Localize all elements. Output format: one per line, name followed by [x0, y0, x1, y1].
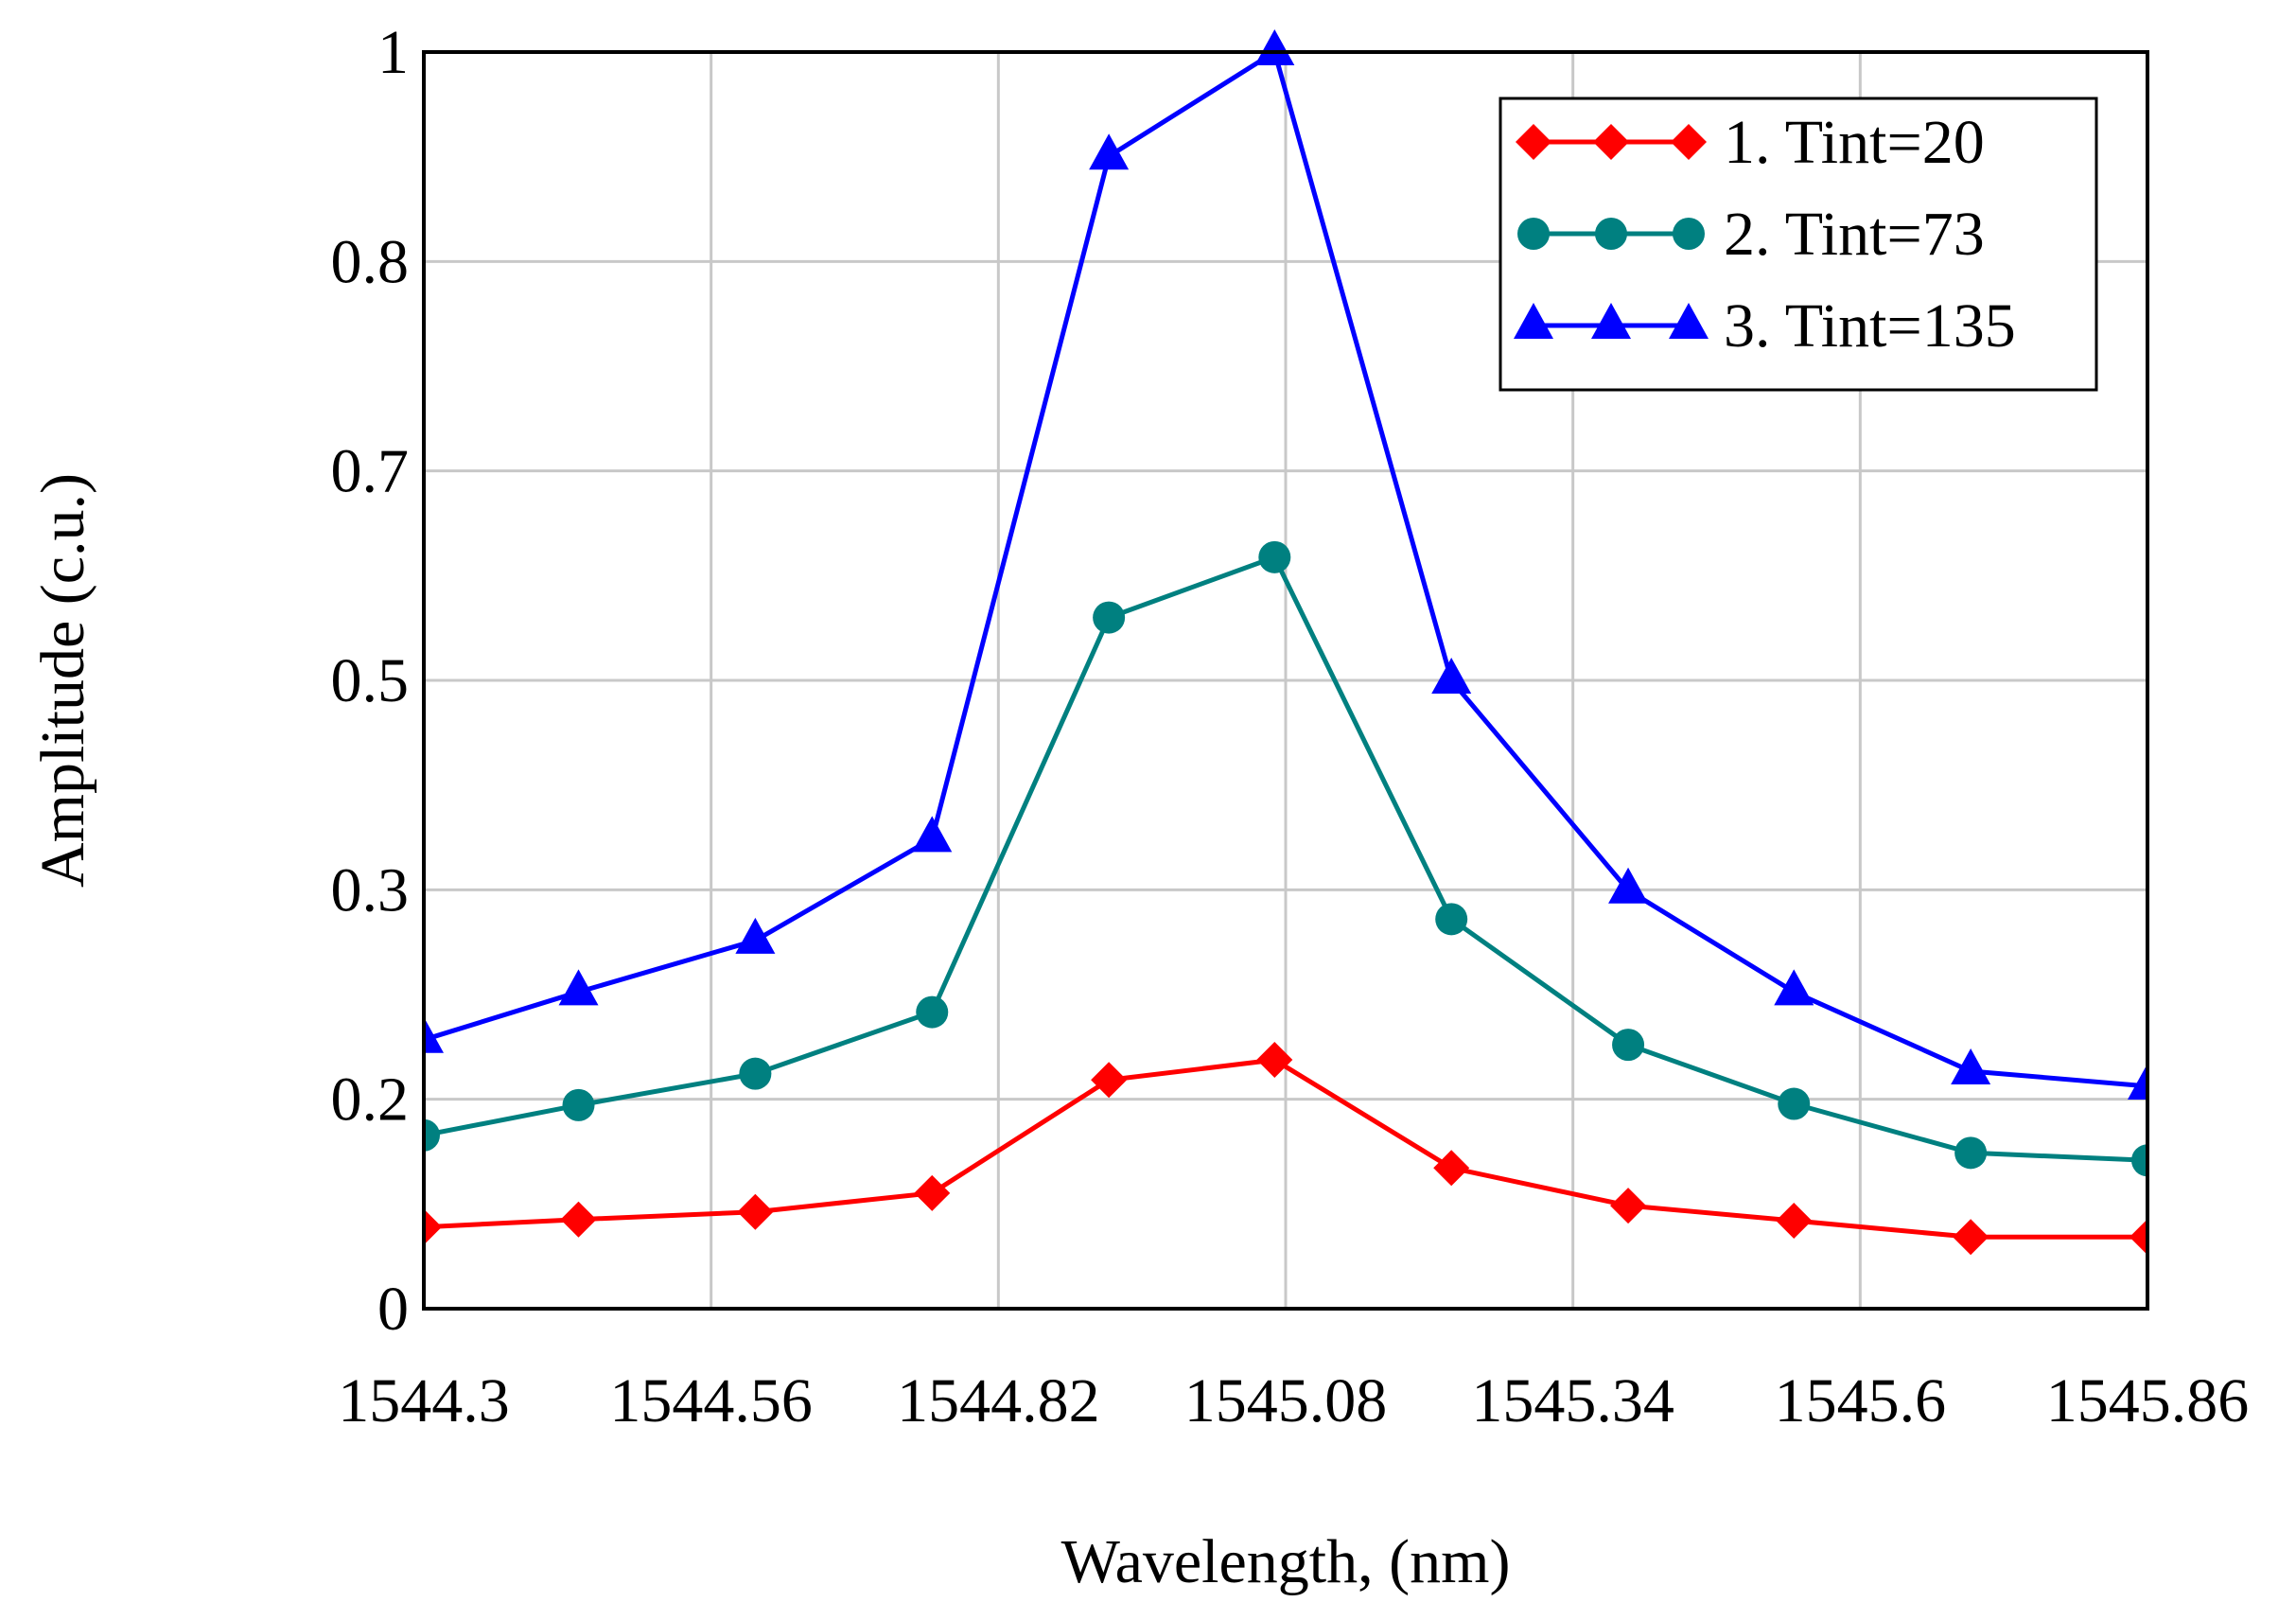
legend-label: 1. Tint=20: [1724, 108, 1985, 177]
data-point: [1254, 29, 1295, 65]
legend-marker: [1517, 218, 1550, 250]
data-point: [737, 1193, 774, 1230]
legend-marker: [1516, 124, 1551, 160]
data-point: [1089, 133, 1130, 170]
legend-marker: [1671, 124, 1707, 160]
x-tick-label: 1544.3: [338, 1366, 510, 1435]
x-tick-label: 1545.86: [2046, 1366, 2250, 1435]
data-point: [1953, 1219, 1989, 1256]
series-2: [424, 540, 2147, 1177]
legend-marker: [1591, 303, 1631, 339]
data-point: [1608, 867, 1649, 904]
data-point: [1610, 1188, 1647, 1224]
y-tick-label: 0.5: [331, 646, 410, 715]
data-point: [424, 1208, 442, 1245]
legend-marker: [1595, 218, 1627, 250]
data-point: [1774, 969, 1814, 1006]
data-point: [2129, 1219, 2147, 1256]
data-point: [1435, 903, 1468, 936]
legend-marker: [1593, 124, 1629, 160]
y-tick-labels: 0 0.2 0.3 0.5 0.7 0.8 1: [331, 18, 410, 1344]
y-tick-label: 0.2: [331, 1065, 410, 1135]
data-point: [1431, 658, 1472, 694]
data-point: [739, 1057, 772, 1090]
data-point: [1091, 1062, 1128, 1099]
x-axis-title: Wavelength, (nm): [1061, 1527, 1511, 1596]
x-tick-label: 1545.34: [1471, 1366, 1674, 1435]
y-tick-label: 0.3: [331, 855, 410, 924]
data-point: [1258, 540, 1291, 573]
data-point: [1093, 601, 1126, 634]
plot-frame: [422, 50, 2149, 1311]
data-point: [1256, 1042, 1293, 1079]
data-point: [735, 917, 776, 954]
legend-marker: [1669, 303, 1709, 339]
y-tick-label: 1: [377, 18, 409, 87]
data-point: [2128, 1063, 2147, 1100]
x-tick-labels: 1544.3 1544.56 1544.82 1545.08 1545.34 1545.6…: [338, 1366, 2249, 1435]
legend-marker: [1673, 218, 1705, 250]
data-point: [1612, 1029, 1645, 1062]
x-tick-label: 1544.82: [897, 1366, 1100, 1435]
data-point: [562, 1088, 595, 1121]
data-point: [914, 1174, 951, 1211]
data-point: [558, 969, 599, 1006]
y-tick-label: 0: [377, 1275, 409, 1344]
legend: 1. Tint=20 2. Tint=73 3. Tint=135: [1499, 97, 2098, 392]
data-point: [1954, 1136, 1988, 1170]
data-point: [1433, 1150, 1470, 1187]
data-point: [1776, 1203, 1813, 1240]
x-tick-label: 1544.56: [609, 1366, 813, 1435]
series-1: [424, 1042, 2147, 1256]
y-axis-title: Amplitude (c.u.): [28, 473, 97, 888]
legend-label: 3. Tint=135: [1724, 291, 2016, 361]
data-point: [424, 1016, 444, 1053]
y-tick-label: 0.8: [331, 227, 410, 296]
legend-marker: [1514, 303, 1553, 339]
data-point: [916, 995, 949, 1029]
data-point: [1951, 1048, 1991, 1085]
data-point: [424, 1118, 440, 1152]
y-tick-label: 0.7: [331, 437, 410, 506]
legend-label: 2. Tint=73: [1724, 200, 1985, 269]
x-tick-label: 1545.6: [1775, 1366, 1947, 1435]
data-point: [560, 1201, 597, 1238]
x-tick-label: 1545.08: [1184, 1366, 1388, 1435]
data-point: [912, 816, 953, 853]
data-point: [2131, 1144, 2147, 1177]
data-point: [1778, 1087, 1811, 1120]
